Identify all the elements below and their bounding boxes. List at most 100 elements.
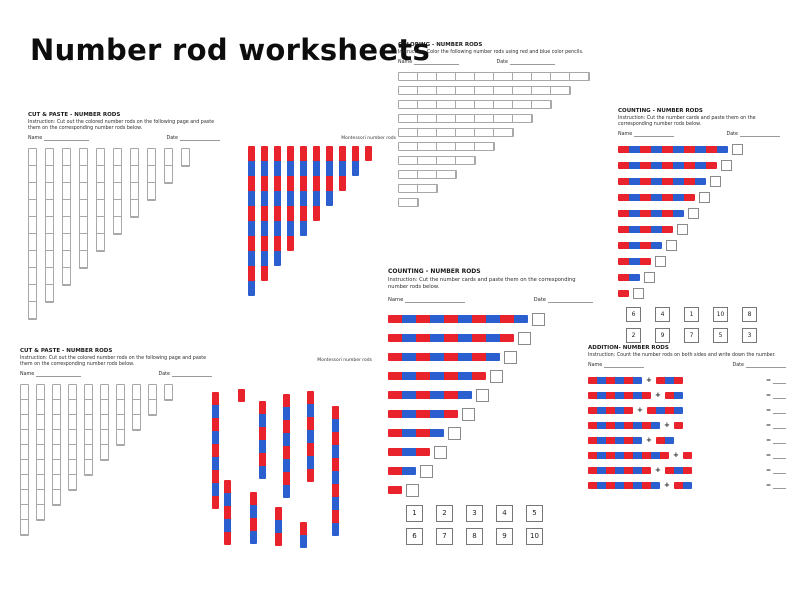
number-rod — [326, 146, 333, 206]
rod-row — [618, 160, 780, 172]
empty-number-rod — [181, 148, 190, 168]
addition-row: + = — [588, 436, 786, 444]
date-field: Date — [497, 60, 555, 65]
rod-row — [388, 464, 593, 478]
blank-line — [773, 439, 786, 444]
number-rod — [287, 146, 294, 251]
name-label: Name — [588, 362, 603, 368]
number-rod — [655, 376, 683, 384]
blank-line — [773, 394, 786, 399]
empty-number-rod — [52, 384, 61, 507]
number-card: 8 — [466, 527, 483, 545]
number-card: 9 — [655, 328, 670, 344]
worksheet-instruction: Instruction: Count the number rods on bo… — [588, 352, 776, 358]
number-rod — [664, 466, 692, 474]
name-date-row: Name Date — [20, 372, 212, 378]
empty-number-rod — [148, 384, 157, 417]
equals-sign: = — [765, 421, 771, 429]
montessori-label: Montessori number rods — [341, 136, 396, 141]
blank-line — [634, 132, 675, 138]
rods-area — [248, 146, 396, 296]
rod-row — [388, 331, 593, 345]
number-rod — [212, 392, 219, 509]
equals-blank: = — [766, 467, 786, 474]
addition-row: + = — [588, 376, 786, 384]
name-field: Name — [28, 136, 90, 142]
date-label: Date — [726, 132, 738, 138]
number-rod — [618, 210, 684, 218]
answer-box — [532, 312, 545, 326]
worksheet-title: CUT & PASTE - NUMBER RODS — [28, 112, 121, 118]
rods-area — [196, 368, 372, 553]
rods-area — [20, 384, 212, 537]
empty-number-rod — [398, 155, 476, 165]
number-rod — [388, 467, 416, 476]
number-rod — [388, 486, 402, 495]
worksheet-title: ADDITION- NUMBER RODS — [588, 345, 669, 351]
rod-row — [388, 350, 593, 364]
empty-number-rod — [113, 148, 122, 236]
empty-number-rod — [28, 148, 37, 321]
rod-row — [618, 176, 780, 188]
number-rod — [664, 391, 683, 399]
name-field: Name — [20, 372, 82, 378]
blank-line — [548, 298, 593, 303]
number-rod — [588, 406, 633, 414]
blank-line — [746, 363, 786, 368]
rod-row — [388, 369, 593, 383]
number-rod — [618, 162, 717, 170]
number-card: 6 — [406, 527, 423, 545]
worksheet-instruction: Instruction: Color the following number … — [398, 49, 584, 55]
blank-line — [773, 484, 786, 489]
worksheet-instruction: Instruction: Cut out the colored number … — [28, 119, 215, 131]
number-card: 7 — [684, 328, 699, 344]
number-rod — [388, 315, 528, 324]
name-date-row: Name Date — [28, 136, 220, 142]
worksheet-instruction: Instruction: Cut the number cards and pa… — [618, 115, 756, 127]
worksheet-addition: ADDITION- NUMBER RODS Instruction: Count… — [588, 345, 786, 497]
number-rod — [618, 194, 695, 202]
date-label: Date — [732, 362, 744, 368]
number-card: 3 — [466, 504, 483, 522]
number-rod — [250, 492, 257, 544]
worksheet-counting-right: COUNTING - NUMBER RODS Instruction: Cut … — [618, 108, 780, 344]
answer-box — [504, 350, 517, 364]
empty-number-rod — [96, 148, 105, 253]
number-rod — [588, 466, 651, 474]
equals-sign: = — [765, 436, 771, 444]
number-rod — [365, 146, 372, 161]
addition-row: + = — [588, 466, 786, 474]
empty-number-rod — [398, 71, 590, 81]
worksheet-cut-paste-1: CUT & PASTE - NUMBER RODS Instruction: C… — [28, 112, 220, 321]
equals-blank: = — [766, 452, 786, 459]
number-card: 1 — [406, 504, 423, 522]
number-rod — [224, 480, 231, 545]
number-rod — [618, 290, 629, 298]
number-rod — [388, 334, 514, 343]
number-card: 7 — [436, 527, 453, 545]
number-rod — [646, 406, 683, 414]
empty-number-rod — [164, 148, 173, 185]
number-card: 6 — [626, 307, 641, 323]
answer-box — [633, 288, 644, 300]
empty-number-rod — [100, 384, 109, 462]
blank-line — [510, 60, 555, 65]
equals-sign: = — [765, 481, 771, 489]
number-rod — [673, 481, 692, 489]
worksheet-counting-center: COUNTING - NUMBER RODS Instruction: Cut … — [388, 268, 593, 545]
empty-number-rod — [398, 169, 457, 179]
rod-row — [388, 483, 593, 497]
rod-row — [388, 388, 593, 402]
name-date-row: Name Date — [588, 363, 786, 368]
name-label: Name — [388, 296, 404, 303]
name-label: Name — [20, 372, 35, 378]
empty-number-rod — [398, 113, 533, 123]
date-label: Date — [533, 296, 546, 303]
name-date-row: Name Date — [398, 60, 610, 65]
equals-blank: = — [766, 407, 786, 414]
rod-row — [618, 144, 780, 156]
name-field: Name — [388, 296, 466, 303]
plus-sign: + — [664, 420, 670, 429]
empty-number-rod — [36, 384, 45, 522]
